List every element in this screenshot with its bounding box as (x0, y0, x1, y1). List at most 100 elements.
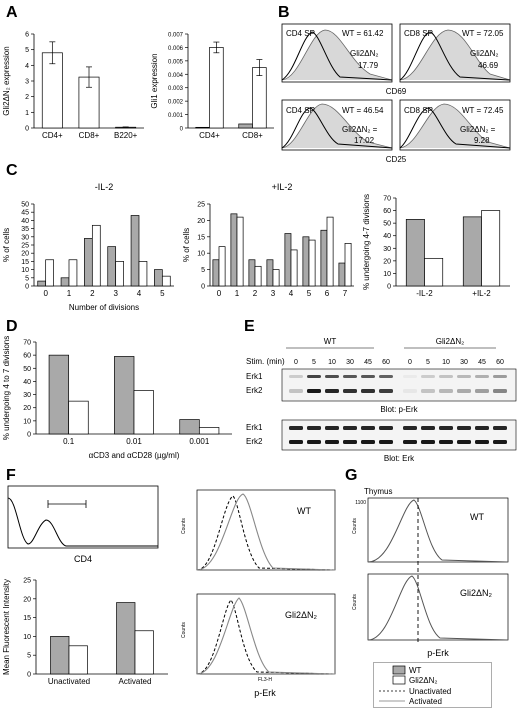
panel-label-c: C (6, 162, 18, 179)
band (379, 375, 393, 378)
panel-g-thymus: Thymus WT Counts 1100 Gli2ΔN₂ Counts p-E… (352, 487, 509, 658)
pop-label: CD4 SP (286, 106, 315, 115)
y-tick-label: 40 (23, 379, 31, 386)
x-tick-label: 4 (289, 289, 294, 298)
wt-header: WT (324, 337, 337, 346)
band (343, 375, 357, 378)
time-label: 30 (346, 359, 354, 366)
x-axis-label: αCD3 and αCD28 (µg/ml) (89, 451, 180, 460)
x-tick-label: -IL-2 (416, 289, 433, 298)
axis-label-perk: p-Erk (254, 688, 276, 698)
y-tick-label: 1 (25, 110, 29, 117)
wt-value: WT = 61.42 (342, 29, 384, 38)
chart-title: +IL-2 (272, 182, 293, 192)
y-tick-label: 5 (25, 275, 29, 282)
panel-label-e: E (244, 318, 255, 335)
band (379, 389, 393, 393)
y-tick-label: 50 (383, 221, 391, 228)
y-axis-label: Gli1 expression (150, 53, 159, 108)
x-tick-label: Unactivated (48, 677, 90, 686)
bar (60, 277, 70, 287)
bar (115, 261, 124, 287)
band (457, 440, 471, 444)
y-tick-label: 20 (383, 258, 391, 265)
band (289, 426, 303, 430)
band (325, 426, 339, 430)
panel-label-a: A (6, 4, 18, 21)
x-tick-label: +IL-2 (472, 289, 491, 298)
x-tick-label: CD4+ (199, 131, 220, 140)
chart-gli2-expression: 0 1 2 3 4 5 6 Gli2ΔN₂ expression CD4+ CD8+ B220+ (2, 32, 144, 140)
x-tick-label: CD4+ (42, 131, 63, 140)
chart-gli1-expression: 0 0.001 0.002 0.003 0.004 0.005 0.006 0.007 Gli1… (150, 33, 274, 140)
time-label: 30 (460, 359, 468, 366)
band (421, 375, 435, 378)
thymus-label: Thymus (364, 487, 392, 496)
band (289, 389, 303, 393)
y-tick-label: 20 (23, 596, 31, 603)
band (361, 375, 375, 378)
pop-label: CD8 SP (404, 106, 433, 115)
x-tick-label: 2 (253, 289, 258, 298)
x-tick-label: 0.1 (63, 437, 75, 446)
band (403, 375, 417, 378)
time-label: 45 (478, 359, 486, 366)
y-tick-label: 40 (21, 218, 29, 225)
bar (344, 243, 352, 287)
y-tick-label: 0 (180, 127, 184, 133)
y-tick-label: 0.004 (168, 73, 184, 79)
blot-erk-label: Blot: Erk (384, 454, 415, 463)
bar (248, 259, 256, 287)
histogram-cd4-cd69: CD4 SP WT = 61.42 Gli2ΔN₂ 17.79 (281, 23, 393, 83)
bar (218, 246, 226, 287)
chart-dose-divisions: 0 10 20 30 40 50 60 70 % undergoing 4 to 7 divis… (2, 336, 232, 460)
histogram-g-wt: WT Counts 1100 (352, 497, 509, 642)
band (325, 440, 339, 444)
y-tick-label: 4 (25, 63, 29, 70)
stim-label: Stim. (min) (246, 357, 285, 366)
x-tick-label: CD8+ (242, 131, 263, 140)
bar (302, 236, 310, 287)
bar (266, 259, 274, 287)
bar (134, 630, 154, 675)
band (475, 426, 489, 430)
legend-unactivated: Unactivated (409, 687, 451, 696)
x-tick-label: Activated (119, 677, 152, 686)
x-tick-label: 2 (90, 289, 95, 298)
mut-label: Gli2ΔN₂ (285, 610, 318, 620)
band (421, 426, 435, 430)
band (325, 375, 339, 378)
x-tick-label: 1 (67, 289, 72, 298)
bar (338, 262, 346, 287)
mut-label: Gli2ΔN₂ (470, 49, 498, 58)
band (439, 440, 453, 444)
panel-label-f: F (6, 467, 16, 484)
y-tick-label: 25 (23, 578, 31, 585)
histogram-cd4-cd25: CD4 SP WT = 46.54 Gli2ΔN₂ = 17.02 (281, 99, 393, 151)
x-tick-label: CD8+ (79, 131, 100, 140)
x-tick-label: 7 (343, 289, 348, 298)
mut-label: Gli2ΔN₂ = (460, 125, 496, 134)
band (403, 440, 417, 444)
bar (116, 602, 136, 675)
band (361, 389, 375, 393)
bar (68, 400, 89, 435)
band (421, 440, 435, 444)
bar (48, 354, 70, 435)
y-tick-label: 0.002 (168, 100, 184, 106)
y-tick-label: 70 (23, 340, 31, 347)
bar (405, 219, 425, 287)
band (379, 440, 393, 444)
panel-label-b: B (278, 4, 290, 21)
bar (130, 215, 140, 287)
band (307, 440, 321, 444)
band (457, 389, 471, 393)
erk2-label-2: Erk2 (246, 437, 263, 446)
time-label: 10 (442, 359, 450, 366)
bar (308, 239, 316, 287)
axis-label-cd69: CD69 (386, 87, 407, 96)
panel-b-histograms: CD4 SP WT = 61.42 Gli2ΔN₂ 17.79 CD8 SP W… (281, 23, 511, 164)
y-tick-label: 0.001 (168, 113, 184, 119)
band (493, 426, 507, 430)
y-tick-label: 0.007 (168, 33, 184, 39)
